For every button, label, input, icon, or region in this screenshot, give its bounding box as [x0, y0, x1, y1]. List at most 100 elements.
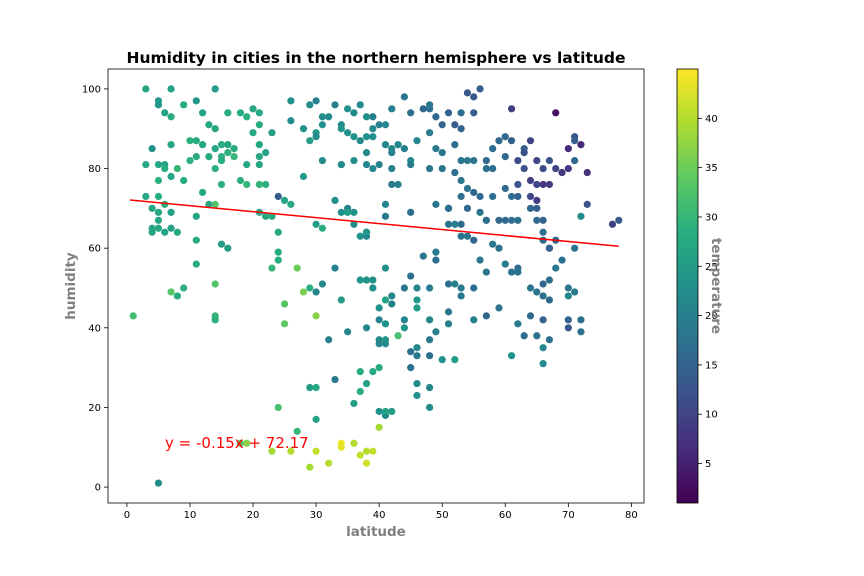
colorbar-gradient — [676, 68, 699, 504]
scatter-point — [533, 288, 541, 296]
scatter-point — [350, 439, 358, 447]
scatter-point — [306, 383, 314, 392]
colorbar-tick-label: 10 — [705, 410, 718, 421]
scatter-point — [362, 379, 371, 388]
scatter-point — [400, 145, 408, 153]
scatter-point — [154, 101, 163, 109]
scatter-point — [451, 141, 459, 149]
scatter-point — [362, 149, 371, 157]
scatter-point — [457, 125, 465, 133]
colorbar-tick-label: 25 — [705, 262, 718, 273]
scatter-point — [432, 113, 440, 121]
scatter-point — [243, 113, 251, 121]
scatter-point — [262, 212, 270, 220]
scatter-point — [312, 312, 320, 320]
scatter-point — [514, 216, 522, 224]
scatter-point — [413, 391, 421, 400]
scatter-point — [205, 121, 213, 129]
scatter-point — [457, 232, 465, 240]
scatter-point — [381, 264, 390, 272]
scatter-point — [539, 280, 547, 288]
scatter-point — [211, 164, 219, 173]
scatter-point — [539, 344, 547, 352]
scatter-point — [337, 208, 345, 216]
scatter-point — [274, 228, 282, 236]
scatter-point — [545, 296, 554, 304]
scatter-point — [526, 204, 535, 212]
scatter-point — [526, 176, 535, 185]
scatter-point — [482, 156, 490, 165]
scatter-point — [583, 168, 591, 177]
scatter-point — [312, 383, 320, 392]
scatter-point — [571, 137, 579, 145]
plot-area: y = -0.15x + 72.17 0 10 20 30 40 50 60 70 80 0 20… — [82, 68, 645, 521]
scatter-point — [217, 156, 226, 165]
x-tick-label: 70 — [562, 510, 575, 521]
scatter-point — [577, 141, 585, 149]
scatter-point — [558, 256, 566, 264]
scatter-point — [161, 200, 169, 208]
scatter-point — [362, 324, 371, 332]
colorbar-tick-label: 20 — [705, 311, 718, 322]
scatter-point — [577, 328, 585, 336]
scatter-point — [312, 97, 320, 105]
scatter-point — [463, 184, 472, 193]
scatter-point — [482, 268, 490, 276]
scatter-point — [211, 280, 219, 288]
colorbar-ticks: 5 10 15 20 25 30 35 40 — [698, 114, 718, 470]
scatter-point — [539, 164, 547, 173]
scatter-point — [426, 383, 434, 392]
scatter-point — [161, 228, 169, 236]
scatter-point — [255, 152, 263, 161]
scatter-point — [192, 97, 200, 105]
scatter-point — [507, 192, 516, 201]
scatter-point — [394, 332, 402, 340]
scatter-point — [495, 137, 503, 145]
scatter-point — [236, 176, 245, 185]
scatter-point — [501, 184, 509, 193]
scatter-point — [306, 284, 314, 292]
x-tick-label: 60 — [499, 510, 512, 521]
x-tick-label: 0 — [124, 510, 130, 521]
scatter-point — [577, 212, 585, 220]
scatter-point — [577, 316, 585, 324]
scatter-point — [217, 141, 226, 149]
scatter-point — [249, 105, 257, 113]
scatter-point — [381, 320, 390, 328]
scatter-point — [533, 332, 541, 340]
scatter-point — [318, 280, 326, 288]
x-tick-label: 10 — [184, 510, 197, 521]
colorbar-tick-label: 30 — [705, 212, 718, 223]
scatter-point — [564, 316, 572, 324]
scatter-point — [369, 284, 377, 292]
x-tick-label: 80 — [625, 510, 638, 521]
scatter-point — [356, 387, 364, 396]
scatter-point — [583, 200, 591, 208]
scatter-point — [463, 232, 472, 240]
scatter-point — [476, 256, 484, 264]
scatter-point — [211, 85, 219, 93]
scatter-point — [312, 415, 320, 423]
scatter-point — [381, 200, 390, 208]
scatter-point — [520, 164, 528, 173]
scatter-point — [501, 260, 509, 268]
scatter-point — [230, 152, 238, 161]
scatter-point — [564, 284, 572, 292]
scatter-point — [375, 316, 383, 324]
scatter-point — [438, 164, 446, 173]
scatter-point — [507, 268, 516, 276]
scatter-point — [154, 192, 163, 201]
y-tick-label: 80 — [88, 164, 101, 175]
scatter-point — [444, 280, 453, 288]
scatter-point — [318, 224, 326, 232]
scatter-point — [463, 156, 472, 165]
scatter-point — [243, 439, 251, 447]
scatter-point — [344, 328, 352, 336]
scatter-point — [337, 443, 345, 451]
scatter-point — [400, 316, 408, 324]
scatter-point — [539, 228, 547, 236]
scatter-point — [180, 284, 188, 292]
scatter-point — [489, 164, 497, 173]
scatter-point — [255, 141, 263, 149]
scatter-point — [463, 89, 472, 97]
